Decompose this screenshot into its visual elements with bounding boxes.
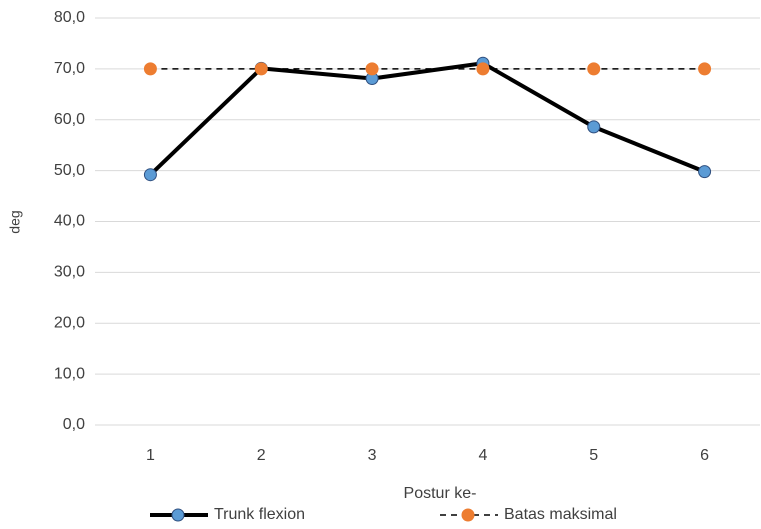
y-tick-label: 20,0 — [54, 314, 85, 331]
y-tick-label: 10,0 — [54, 365, 85, 382]
series-marker — [587, 120, 601, 134]
y-tick-label: 70,0 — [54, 60, 85, 77]
y-tick-label: 50,0 — [54, 162, 85, 179]
series-marker — [698, 62, 712, 76]
series-marker — [587, 62, 601, 76]
series-line — [149, 61, 706, 177]
x-tick-label: 2 — [257, 447, 266, 464]
y-tick-label: 80,0 — [54, 9, 85, 26]
x-tick-label: 6 — [700, 447, 709, 464]
series-marker — [254, 62, 268, 76]
x-tick-label: 4 — [478, 447, 487, 464]
y-tick-label: 0,0 — [63, 416, 85, 433]
x-axis-title: Postur ke- — [404, 485, 477, 502]
x-tick-label: 5 — [589, 447, 598, 464]
series-marker — [143, 62, 157, 76]
legend-label: Batas maksimal — [504, 506, 617, 523]
y-tick-label: 60,0 — [54, 111, 85, 128]
y-tick-label: 40,0 — [54, 213, 85, 230]
legend-marker — [461, 508, 475, 522]
y-tick-label: 30,0 — [54, 264, 85, 281]
legend-marker — [171, 508, 185, 522]
series-marker — [365, 62, 379, 76]
x-tick-label: 1 — [146, 447, 155, 464]
y-axis-title: deg — [7, 210, 23, 233]
legend-label: Trunk flexion — [214, 506, 305, 523]
series-marker — [143, 168, 157, 182]
series-marker — [698, 165, 712, 179]
series-marker — [476, 62, 490, 76]
x-tick-label: 3 — [368, 447, 377, 464]
